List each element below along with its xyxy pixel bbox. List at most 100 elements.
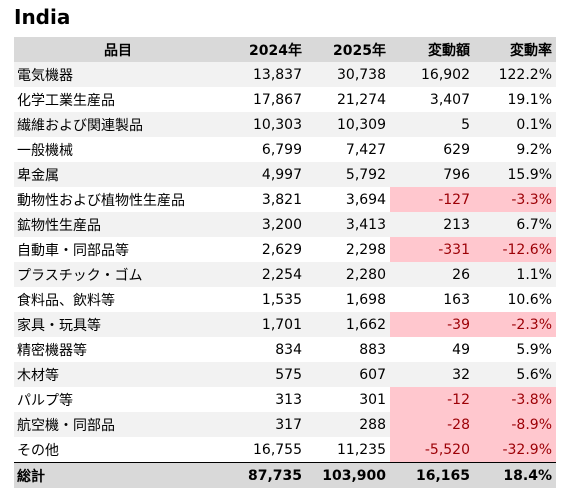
table-row: 一般機械 6,799 7,427 629 9.2%	[14, 137, 556, 162]
row-2024: 317	[222, 412, 306, 437]
row-change: -12	[390, 387, 474, 412]
table-row: 木材等 575 607 32 5.6%	[14, 362, 556, 387]
row-2024: 2,629	[222, 237, 306, 262]
row-change: -5,520	[390, 437, 474, 463]
row-rate: 15.9%	[474, 162, 556, 187]
row-change: -28	[390, 412, 474, 437]
row-change: 163	[390, 287, 474, 312]
row-rate: 122.2%	[474, 62, 556, 87]
total-2024: 87,735	[222, 462, 306, 488]
table-row: 精密機器等 834 883 49 5.9%	[14, 337, 556, 362]
row-2025: 3,413	[306, 212, 390, 237]
total-label: 総計	[14, 462, 222, 488]
row-name: 食料品、飲料等	[14, 287, 222, 312]
row-2025: 7,427	[306, 137, 390, 162]
row-2025: 2,298	[306, 237, 390, 262]
row-2025: 21,274	[306, 87, 390, 112]
row-2025: 11,235	[306, 437, 390, 463]
row-2024: 4,997	[222, 162, 306, 187]
row-2025: 1,698	[306, 287, 390, 312]
row-2024: 3,821	[222, 187, 306, 212]
row-2024: 17,867	[222, 87, 306, 112]
table-row: 化学工業生産品 17,867 21,274 3,407 19.1%	[14, 87, 556, 112]
row-rate: -3.3%	[474, 187, 556, 212]
column-header-2024[interactable]: 2024年	[222, 37, 306, 62]
row-2024: 1,535	[222, 287, 306, 312]
table-row: プラスチック・ゴム 2,254 2,280 26 1.1%	[14, 262, 556, 287]
table-row: 卑金属 4,997 5,792 796 15.9%	[14, 162, 556, 187]
row-2024: 2,254	[222, 262, 306, 287]
row-rate: -8.9%	[474, 412, 556, 437]
row-name: プラスチック・ゴム	[14, 262, 222, 287]
row-rate: 5.9%	[474, 337, 556, 362]
row-2024: 6,799	[222, 137, 306, 162]
row-name: 精密機器等	[14, 337, 222, 362]
row-2024: 10,303	[222, 112, 306, 137]
total-row: 総計 87,735 103,900 16,165 18.4%	[14, 462, 556, 488]
row-rate: 1.1%	[474, 262, 556, 287]
data-table: 品目 2024年 2025年 変動額 変動率 電気機器 13,837 30,738 1…	[14, 37, 556, 488]
table-row: 電気機器 13,837 30,738 16,902 122.2%	[14, 62, 556, 87]
row-rate: -3.8%	[474, 387, 556, 412]
table-row: 家具・玩具等 1,701 1,662 -39 -2.3%	[14, 312, 556, 337]
table-row: 食料品、飲料等 1,535 1,698 163 10.6%	[14, 287, 556, 312]
row-name: その他	[14, 437, 222, 463]
row-change: 213	[390, 212, 474, 237]
row-name: 繊維および関連製品	[14, 112, 222, 137]
table-row: 動物性および植物性生産品 3,821 3,694 -127 -3.3%	[14, 187, 556, 212]
row-2025: 30,738	[306, 62, 390, 87]
row-change: 16,902	[390, 62, 474, 87]
row-rate: 6.7%	[474, 212, 556, 237]
page-title: India	[14, 5, 71, 29]
row-change: 5	[390, 112, 474, 137]
row-change: 26	[390, 262, 474, 287]
total-2025: 103,900	[306, 462, 390, 488]
table-row: 鉱物性生産品 3,200 3,413 213 6.7%	[14, 212, 556, 237]
row-2025: 10,309	[306, 112, 390, 137]
row-2025: 288	[306, 412, 390, 437]
column-header-item[interactable]: 品目	[14, 37, 222, 62]
row-name: 化学工業生産品	[14, 87, 222, 112]
row-2025: 607	[306, 362, 390, 387]
table-row: 航空機・同部品 317 288 -28 -8.9%	[14, 412, 556, 437]
row-name: 自動車・同部品等	[14, 237, 222, 262]
row-name: 卑金属	[14, 162, 222, 187]
row-rate: 5.6%	[474, 362, 556, 387]
row-name: 一般機械	[14, 137, 222, 162]
row-name: パルプ等	[14, 387, 222, 412]
row-change: 629	[390, 137, 474, 162]
table-row: パルプ等 313 301 -12 -3.8%	[14, 387, 556, 412]
row-2024: 313	[222, 387, 306, 412]
column-header-2025[interactable]: 2025年	[306, 37, 390, 62]
row-2024: 575	[222, 362, 306, 387]
row-name: 航空機・同部品	[14, 412, 222, 437]
row-2024: 834	[222, 337, 306, 362]
row-2025: 5,792	[306, 162, 390, 187]
table-row: 自動車・同部品等 2,629 2,298 -331 -12.6%	[14, 237, 556, 262]
row-name: 木材等	[14, 362, 222, 387]
row-name: 家具・玩具等	[14, 312, 222, 337]
row-change: -331	[390, 237, 474, 262]
row-name: 動物性および植物性生産品	[14, 187, 222, 212]
row-2025: 2,280	[306, 262, 390, 287]
column-header-rate[interactable]: 変動率	[474, 37, 556, 62]
row-change: 3,407	[390, 87, 474, 112]
column-header-change[interactable]: 変動額	[390, 37, 474, 62]
row-rate: 19.1%	[474, 87, 556, 112]
table-row: その他 16,755 11,235 -5,520 -32.9%	[14, 437, 556, 463]
row-2025: 1,662	[306, 312, 390, 337]
row-rate: -32.9%	[474, 437, 556, 463]
row-change: -39	[390, 312, 474, 337]
row-name: 鉱物性生産品	[14, 212, 222, 237]
row-change: 49	[390, 337, 474, 362]
row-rate: -2.3%	[474, 312, 556, 337]
row-change: 796	[390, 162, 474, 187]
row-2025: 301	[306, 387, 390, 412]
row-2024: 3,200	[222, 212, 306, 237]
row-change: 32	[390, 362, 474, 387]
row-rate: 9.2%	[474, 137, 556, 162]
row-2025: 883	[306, 337, 390, 362]
row-2024: 16,755	[222, 437, 306, 463]
row-rate: 0.1%	[474, 112, 556, 137]
row-rate: -12.6%	[474, 237, 556, 262]
